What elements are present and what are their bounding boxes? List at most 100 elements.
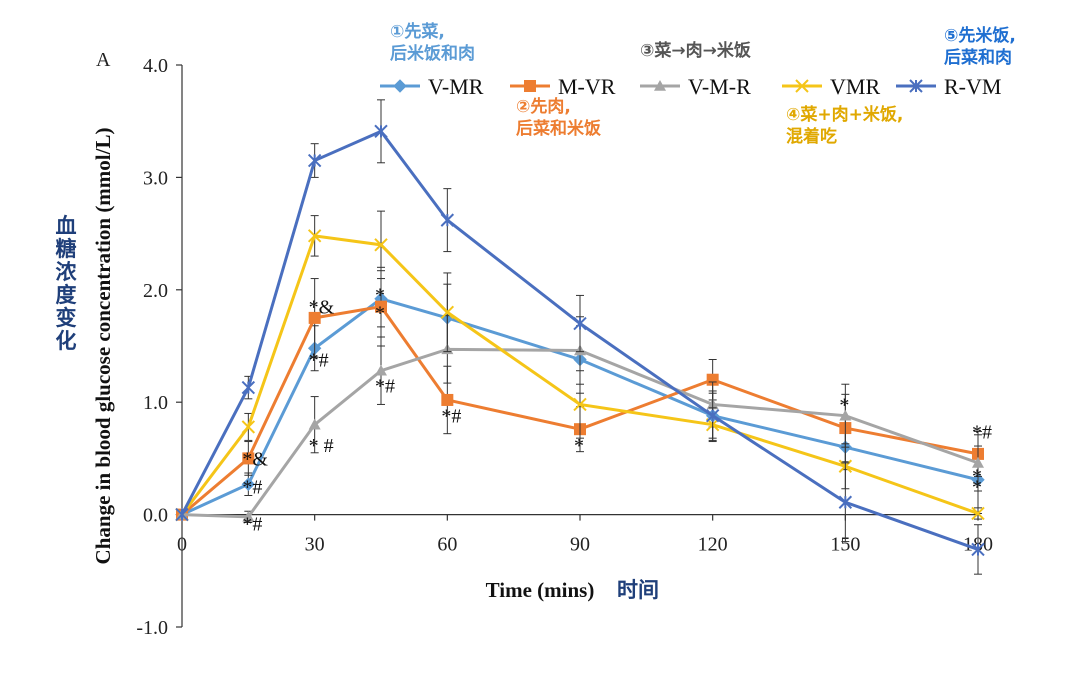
annotation-a3: ③菜→肉→米饭 bbox=[640, 40, 751, 61]
y-axis-title: Change in blood glucose concentration (m… bbox=[91, 128, 115, 565]
y-tick-label: 2.0 bbox=[143, 280, 168, 302]
data-point bbox=[839, 409, 852, 421]
legend-label: R-VM bbox=[944, 74, 1001, 99]
data-point bbox=[971, 506, 985, 521]
significance-marks: *&*#*#*&*#* #***#*#***#** bbox=[242, 284, 992, 535]
annotation-line: 后菜和肉 bbox=[944, 47, 1012, 68]
series-r-vm bbox=[175, 99, 985, 575]
annotation-a1: ①先菜,后米饭和肉 bbox=[390, 21, 475, 64]
y-axis-title-cn-char: 浓 bbox=[56, 260, 78, 284]
data-point bbox=[241, 420, 256, 434]
legend-item-r-vm: R-VM bbox=[896, 74, 1001, 99]
x-tick-label: 30 bbox=[305, 534, 325, 556]
y-tick-label: 3.0 bbox=[143, 167, 168, 189]
significance-mark: *& bbox=[242, 448, 268, 470]
data-point bbox=[375, 300, 387, 313]
legend-item-v-m-r: V-M-R bbox=[640, 74, 751, 99]
y-tick-label: -1.0 bbox=[136, 617, 168, 639]
annotation-line: 后米饭和肉 bbox=[390, 43, 475, 64]
data-point bbox=[308, 311, 321, 324]
y-axis-title-cn-char: 血 bbox=[56, 214, 77, 238]
data-point bbox=[441, 393, 454, 406]
y-axis-title-group: Change in blood glucose concentration (m… bbox=[91, 128, 115, 565]
y-tick-label: 4.0 bbox=[143, 55, 168, 77]
y-tick-label: 1.0 bbox=[143, 392, 168, 414]
x-tick-label: 90 bbox=[570, 534, 590, 556]
significance-mark: * bbox=[375, 284, 385, 306]
annotation-a4: ④菜+肉+米饭,混着吃 bbox=[786, 104, 903, 147]
annotation-a2: ②先肉,后菜和米饭 bbox=[516, 96, 601, 139]
x-tick-labels: 0 30 60 90 120 150 180 bbox=[177, 534, 993, 556]
data-point bbox=[573, 316, 587, 331]
legend-swatch-marker bbox=[795, 79, 809, 93]
annotation-line: ④菜+肉+米饭, bbox=[786, 104, 903, 125]
significance-mark: * bbox=[375, 302, 385, 324]
y-axis-title-cn-char: 糖 bbox=[56, 237, 77, 261]
significance-mark: * # bbox=[309, 435, 334, 457]
y-axis-title-cn-char: 变 bbox=[56, 306, 77, 330]
x-tick-label: 0 bbox=[177, 534, 187, 556]
legend-swatch-marker bbox=[654, 80, 666, 91]
data-point bbox=[706, 373, 719, 386]
data-point bbox=[307, 229, 322, 243]
data-point bbox=[375, 364, 387, 376]
significance-mark: * bbox=[972, 465, 982, 487]
legend-swatch-marker bbox=[909, 79, 923, 93]
data-point bbox=[374, 238, 388, 252]
legend: V-MR M-VR V-M-R VMR R-VM bbox=[380, 74, 1001, 99]
x-axis-title: Time (mins) bbox=[486, 578, 595, 602]
significance-mark: *# bbox=[972, 421, 992, 443]
data-point bbox=[374, 124, 388, 139]
data-point bbox=[241, 380, 256, 395]
data-point bbox=[242, 510, 255, 522]
data-point bbox=[972, 456, 984, 468]
data-point bbox=[971, 542, 985, 557]
significance-mark: *# bbox=[441, 406, 461, 428]
significance-mark: *# bbox=[242, 477, 262, 499]
annotation-line: 后菜和米饭 bbox=[516, 118, 601, 139]
legend-label: VMR bbox=[830, 74, 880, 99]
annotation-line: ③菜→肉→米饭 bbox=[640, 40, 751, 61]
significance-mark: *# bbox=[309, 349, 329, 371]
significance-mark: * bbox=[839, 394, 849, 416]
significance-mark: * bbox=[972, 477, 982, 499]
legend-swatch-marker bbox=[524, 80, 536, 92]
data-point bbox=[440, 213, 455, 227]
x-tick-label: 150 bbox=[830, 534, 860, 556]
annotation-line: ⑤先米饭, bbox=[944, 25, 1016, 46]
data-point bbox=[307, 153, 322, 168]
panel-label: A bbox=[96, 49, 111, 71]
annotation-a5: ⑤先米饭,后菜和肉 bbox=[944, 25, 1016, 68]
annotation-line: ②先肉, bbox=[516, 96, 571, 117]
series-layer bbox=[175, 99, 985, 575]
significance-mark: *# bbox=[242, 514, 262, 536]
significance-mark: *# bbox=[375, 375, 395, 397]
significance-mark: *& bbox=[309, 297, 335, 319]
annotation-line: 混着吃 bbox=[786, 126, 837, 147]
data-point bbox=[241, 477, 256, 491]
legend-label: V-MR bbox=[428, 74, 484, 99]
x-tick-label: 120 bbox=[698, 534, 728, 556]
data-point bbox=[573, 397, 587, 412]
data-point bbox=[705, 408, 720, 423]
data-point bbox=[440, 305, 455, 319]
significance-mark: * bbox=[574, 435, 584, 457]
y-tick-labels: -1.0 0.0 1.0 2.0 3.0 4.0 bbox=[136, 55, 168, 639]
annotation-line: ①先菜, bbox=[390, 21, 445, 42]
legend-label: V-M-R bbox=[688, 74, 751, 99]
legend-label: M-VR bbox=[558, 74, 616, 99]
data-point bbox=[838, 495, 853, 509]
y-axis-title-cn-char: 度 bbox=[56, 283, 77, 307]
legend-item-m-vr: M-VR bbox=[510, 74, 616, 99]
data-point bbox=[175, 507, 189, 522]
data-point bbox=[308, 418, 321, 430]
x-tick-label: 60 bbox=[437, 534, 457, 556]
legend-swatch-marker bbox=[393, 79, 407, 93]
data-point bbox=[242, 452, 255, 465]
annotations: ①先菜,后米饭和肉 ②先肉,后菜和米饭 ③菜→肉→米饭 ④菜+肉+米饭,混着吃 ⑤先米饭… bbox=[390, 21, 1016, 147]
legend-item-vmr: VMR bbox=[782, 74, 880, 99]
legend-item-v-mr: V-MR bbox=[380, 74, 484, 99]
x-axis-title-cn: 时间 bbox=[617, 578, 659, 602]
